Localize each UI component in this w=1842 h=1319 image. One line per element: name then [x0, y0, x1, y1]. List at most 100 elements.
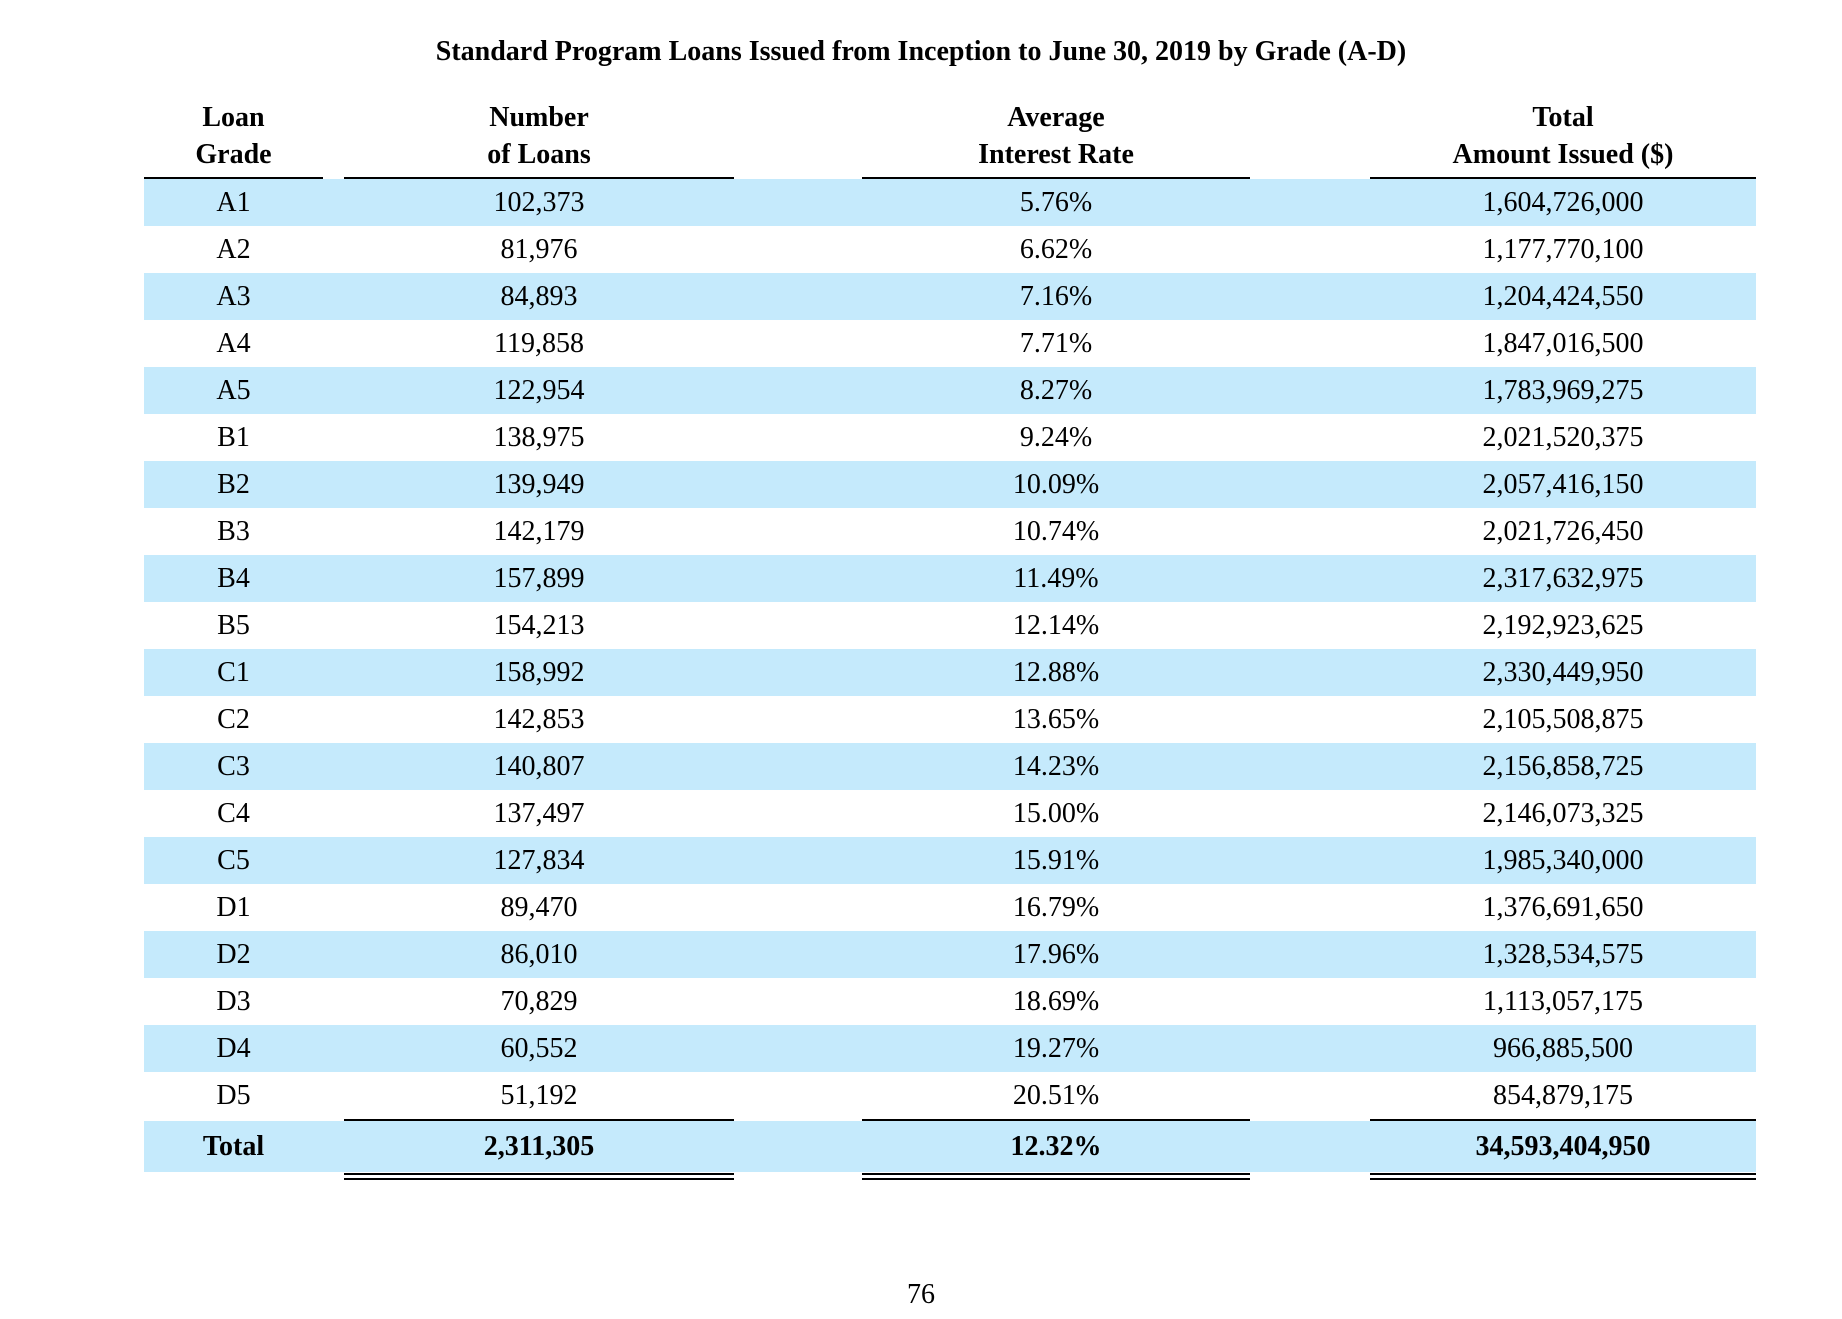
cell-loans: 102,373: [493, 187, 585, 218]
cell-loans: 142,179: [493, 516, 585, 547]
cell-amount: 1,847,016,500: [1482, 328, 1644, 359]
table-row: B3 142,179 10.74% 2,021,726,450: [144, 508, 1756, 555]
page-number: 76: [907, 1279, 935, 1310]
cell-amount: 854,879,175: [1493, 1080, 1633, 1111]
cell-grade: C5: [217, 845, 250, 876]
cell-rate: 15.91%: [1012, 845, 1100, 876]
total-top-rule: [1370, 1119, 1756, 1121]
total-double-rule: [344, 1173, 734, 1180]
table-row: C4 137,497 15.00% 2,146,073,325: [144, 790, 1756, 837]
table-row: D5 51,192 20.51% 854,879,175: [144, 1072, 1756, 1119]
cell-rate: 9.24%: [1019, 422, 1093, 453]
cell-loans: 84,893: [500, 281, 578, 312]
total-double-rule: [1370, 1173, 1756, 1180]
header-rule: [344, 177, 734, 179]
cell-grade: A2: [216, 234, 251, 265]
cell-amount: 2,105,508,875: [1482, 704, 1644, 735]
cell-grade: B3: [217, 516, 250, 547]
cell-rate: 10.09%: [1012, 469, 1100, 500]
table-row: B4 157,899 11.49% 2,317,632,975: [144, 555, 1756, 602]
total-label: Total: [202, 1131, 265, 1162]
cell-amount: 1,328,534,575: [1482, 939, 1644, 970]
cell-rate: 7.16%: [1019, 281, 1093, 312]
cell-amount: 1,177,770,100: [1482, 234, 1644, 265]
header-rule: [1370, 177, 1756, 179]
table-row: D3 70,829 18.69% 1,113,057,175: [144, 978, 1756, 1025]
table-row: B5 154,213 12.14% 2,192,923,625: [144, 602, 1756, 649]
header-number-of-loans: Number of Loans: [344, 99, 734, 173]
header-line: Number: [489, 102, 589, 133]
header-total-amount-issued: Total Amount Issued ($): [1370, 99, 1756, 173]
cell-loans: 119,858: [494, 328, 584, 359]
cell-rate: 17.96%: [1012, 939, 1100, 970]
table-row: D1 89,470 16.79% 1,376,691,650: [144, 884, 1756, 931]
table-row: B1 138,975 9.24% 2,021,520,375: [144, 414, 1756, 461]
cell-rate: 11.49%: [1013, 563, 1099, 594]
cell-amount: 1,376,691,650: [1482, 892, 1644, 923]
cell-amount: 1,783,969,275: [1482, 375, 1644, 406]
cell-amount: 1,985,340,000: [1482, 845, 1644, 876]
cell-loans: 81,976: [500, 234, 578, 265]
cell-loans: 139,949: [493, 469, 585, 500]
cell-amount: 1,113,057,175: [1483, 986, 1643, 1017]
table-row: B2 139,949 10.09% 2,057,416,150: [144, 461, 1756, 508]
cell-amount: 2,021,726,450: [1482, 516, 1644, 547]
cell-amount: 2,192,923,625: [1482, 610, 1644, 641]
cell-rate: 8.27%: [1019, 375, 1093, 406]
cell-loans: 154,213: [493, 610, 585, 641]
cell-amount: 2,146,073,325: [1482, 798, 1644, 829]
table-row: A1 102,373 5.76% 1,604,726,000: [144, 179, 1756, 226]
cell-loans: 142,853: [493, 704, 585, 735]
header-line: Loan: [202, 102, 265, 133]
table-row: C3 140,807 14.23% 2,156,858,725: [144, 743, 1756, 790]
table-row: D2 86,010 17.96% 1,328,534,575: [144, 931, 1756, 978]
header-loan-grade: Loan Grade: [144, 99, 323, 173]
cell-grade: B4: [217, 563, 250, 594]
cell-loans: 158,992: [493, 657, 585, 688]
cell-grade: D4: [216, 1033, 251, 1064]
cell-loans: 60,552: [500, 1033, 578, 1064]
cell-rate: 12.88%: [1012, 657, 1100, 688]
table-row: D4 60,552 19.27% 966,885,500: [144, 1025, 1756, 1072]
table-row: C5 127,834 15.91% 1,985,340,000: [144, 837, 1756, 884]
header-average-interest-rate: Average Interest Rate: [862, 99, 1250, 173]
cell-rate: 19.27%: [1012, 1033, 1100, 1064]
cell-rate: 13.65%: [1012, 704, 1100, 735]
cell-loans: 127,834: [493, 845, 585, 876]
table-row: C2 142,853 13.65% 2,105,508,875: [144, 696, 1756, 743]
cell-amount: 1,604,726,000: [1482, 187, 1644, 218]
cell-rate: 5.76%: [1019, 187, 1093, 218]
cell-grade: D5: [216, 1080, 251, 1111]
page-title: Standard Program Loans Issued from Incep…: [435, 36, 1407, 67]
cell-grade: A1: [216, 187, 251, 218]
table-row: A2 81,976 6.62% 1,177,770,100: [144, 226, 1756, 273]
cell-grade: C4: [217, 798, 250, 829]
cell-grade: B5: [217, 610, 250, 641]
table-row: A4 119,858 7.71% 1,847,016,500: [144, 320, 1756, 367]
table-row: C1 158,992 12.88% 2,330,449,950: [144, 649, 1756, 696]
header-line: Interest Rate: [978, 139, 1134, 170]
total-rate: 12.32%: [1010, 1131, 1102, 1162]
cell-grade: C2: [217, 704, 250, 735]
cell-amount: 1,204,424,550: [1482, 281, 1644, 312]
cell-grade: A4: [216, 328, 251, 359]
total-loans: 2,311,305: [483, 1131, 595, 1162]
total-double-rule: [862, 1173, 1250, 1180]
cell-amount: 2,317,632,975: [1482, 563, 1644, 594]
cell-loans: 51,192: [500, 1080, 578, 1111]
cell-loans: 70,829: [500, 986, 578, 1017]
cell-amount: 2,021,520,375: [1482, 422, 1644, 453]
total-amount: 34,593,404,950: [1475, 1131, 1651, 1162]
cell-rate: 6.62%: [1019, 234, 1093, 265]
cell-amount: 966,885,500: [1493, 1033, 1633, 1064]
cell-grade: D1: [216, 892, 251, 923]
cell-loans: 140,807: [493, 751, 585, 782]
total-row: Total 2,311,305 12.32% 34,593,404,950: [144, 1121, 1756, 1172]
cell-amount: 2,156,858,725: [1482, 751, 1644, 782]
cell-loans: 86,010: [500, 939, 578, 970]
cell-rate: 7.71%: [1019, 328, 1093, 359]
cell-rate: 20.51%: [1012, 1080, 1100, 1111]
cell-grade: D3: [216, 986, 251, 1017]
cell-grade: B1: [217, 422, 250, 453]
